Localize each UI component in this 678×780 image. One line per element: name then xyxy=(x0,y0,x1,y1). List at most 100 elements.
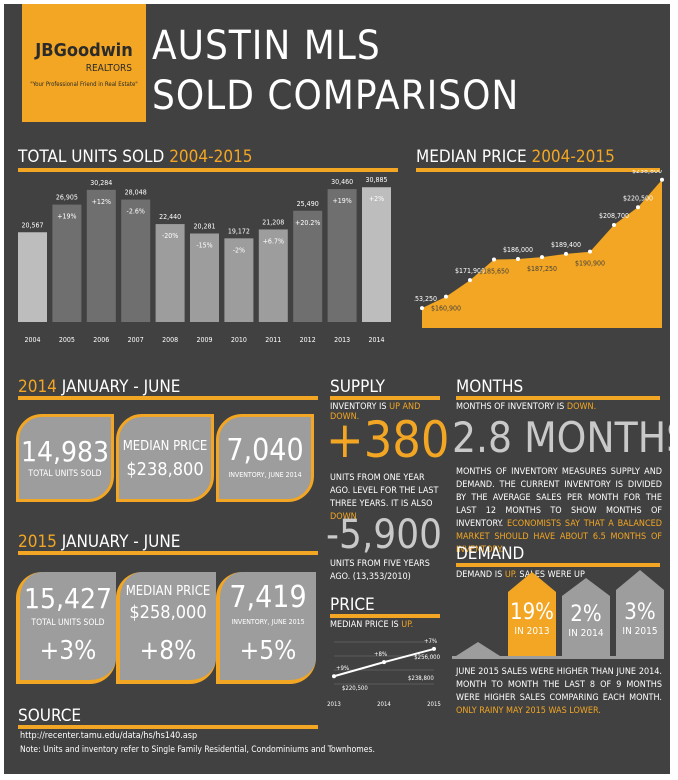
y2014-median-label: MEDIAN PRICE xyxy=(122,439,208,454)
price-subline: MEDIAN PRICE IS UP. xyxy=(330,620,414,630)
supply-text2: UNITS FROM FIVE YEARS AGO. (13,353/2010) xyxy=(330,559,430,582)
price-point-2014 xyxy=(382,660,386,665)
house-2015-shape xyxy=(616,570,664,656)
median-point-2004 xyxy=(420,306,424,311)
bar-2012 xyxy=(293,210,323,322)
bar-2009 xyxy=(190,233,219,322)
median-point-2007 xyxy=(492,257,496,262)
median-area-chart: $153,250 $160,900 $171,900$185,650 $186,000… xyxy=(414,170,664,328)
bar-value-label-2008: 22,440 xyxy=(159,213,181,221)
x-tick-2008: 2008 xyxy=(162,336,178,344)
source-underline xyxy=(18,725,318,729)
median-value-label-2007: $185,650 xyxy=(479,268,509,276)
median-point-2014 xyxy=(660,177,664,182)
x-tick-2012: 2012 xyxy=(300,336,316,344)
supply-big-up: +380 xyxy=(326,411,450,469)
house-2015-year: IN 2015 xyxy=(622,626,658,637)
y2014-median-value: $238,800 xyxy=(126,459,204,480)
price-change-label-2014: +8% xyxy=(374,651,387,658)
x-tick-2005: 2005 xyxy=(59,336,75,344)
median-section-title: MEDIAN PRICE 2004-2015 xyxy=(416,147,615,167)
x-tick-2006: 2006 xyxy=(93,336,109,344)
median-value-label-2012: $208,700 xyxy=(599,212,629,220)
demand-title: DEMAND xyxy=(456,544,525,564)
supply-title: SUPPLY xyxy=(330,377,385,397)
median-point-2011 xyxy=(588,249,592,254)
y2015-median-value: $258,000 xyxy=(129,602,207,623)
bar-value-label-2013: 30,460 xyxy=(331,178,353,186)
bar-change-label-2005: +19% xyxy=(57,213,76,221)
units-title-underline xyxy=(18,168,398,172)
price-change-label-2015: +7% xyxy=(424,638,437,645)
bar-value-label-2010: 19,172 xyxy=(228,227,250,235)
bar-value-label-2007: 28,048 xyxy=(125,189,147,197)
bar-value-label-2006: 30,284 xyxy=(90,179,112,187)
months-big-value: 2.8 MONTHS xyxy=(452,413,670,462)
bar-value-label-2011: 21,208 xyxy=(262,218,284,226)
y2014-inventory-label: INVENTORY, JUNE 2014 xyxy=(228,471,302,479)
bar-2010 xyxy=(224,238,254,322)
bar-2011 xyxy=(258,229,288,322)
house-2014-shape xyxy=(562,578,610,656)
bar-2006 xyxy=(86,189,116,322)
price-value-label-2013: $220,500 xyxy=(342,685,368,692)
bar-change-label-2009: -15% xyxy=(196,242,212,250)
price-x-tick-2015: 2015 xyxy=(427,701,441,708)
months-title: MONTHS xyxy=(456,377,524,397)
median-value-label-2008: $186,000 xyxy=(503,246,533,254)
demand-text: JUNE 2015 SALES WERE HIGHER THAN JUNE 20… xyxy=(456,667,662,716)
y2015-inventory-label: INVENTORY, JUNE 2015 xyxy=(231,618,305,626)
house-2015-pct: 3% xyxy=(624,600,656,625)
source-url[interactable]: http://recenter.tamu.edu/data/hs/hs140.a… xyxy=(20,731,198,741)
bar-value-label-2005: 26,905 xyxy=(56,194,78,202)
y2014-median-card: MEDIAN PRICE $238,800 xyxy=(116,414,214,502)
price-value-label-2015: $256,000 xyxy=(414,654,440,661)
y2014-units-card: 14,983 TOTAL UNITS SOLD xyxy=(16,414,114,502)
bar-value-label-2004: 20,567 xyxy=(21,221,43,229)
y2015-inventory-value: 7,419 xyxy=(229,580,307,615)
bar-change-label-2010: -2% xyxy=(233,246,245,254)
y2014-title: 2014 JANUARY - JUNE xyxy=(18,377,181,397)
supply-underline xyxy=(330,396,440,400)
bar-change-label-2014: +2% xyxy=(369,195,384,203)
median-value-label-2010: $189,400 xyxy=(551,241,581,249)
median-point-2005 xyxy=(444,294,448,299)
median-point-2006 xyxy=(468,278,472,283)
demand-baseline xyxy=(452,656,664,659)
median-value-label-2009: $187,250 xyxy=(527,265,557,273)
x-tick-2010: 2010 xyxy=(231,336,247,344)
y2015-title: 2015 JANUARY - JUNE xyxy=(18,532,181,552)
median-value-label-2004: $153,250 xyxy=(414,295,437,303)
y2014-inventory-card: 7,040 INVENTORY, JUNE 2014 xyxy=(216,414,314,502)
house-2013-shape xyxy=(508,572,556,656)
bar-2007 xyxy=(121,199,151,322)
price-value-label-2014: $238,800 xyxy=(408,675,434,682)
bar-change-label-2006: +12% xyxy=(92,198,111,206)
median-value-label-2014: $238,800 xyxy=(632,170,662,175)
bar-change-label-2013: +19% xyxy=(332,197,351,205)
y2014-units-value: 14,983 xyxy=(20,435,110,468)
price-point-2015 xyxy=(432,646,436,651)
median-point-2009 xyxy=(540,255,544,260)
y2014-inventory-value: 7,040 xyxy=(226,433,304,468)
x-tick-2011: 2011 xyxy=(265,336,281,344)
price-x-tick-2013: 2013 xyxy=(327,701,341,708)
demand-underline xyxy=(456,563,660,567)
median-value-label-2006: $171,900 xyxy=(455,267,485,275)
page-title-line1: AUSTIN MLS xyxy=(152,23,381,69)
price-title: PRICE xyxy=(330,595,375,615)
y2015-median-change: +8% xyxy=(139,636,197,666)
months-underline xyxy=(456,396,660,400)
median-title-underline xyxy=(416,168,660,172)
median-value-label-2011: $190,900 xyxy=(575,260,605,268)
bar-2013 xyxy=(327,189,357,322)
y2015-median-label: MEDIAN PRICE xyxy=(125,584,211,599)
median-point-2012 xyxy=(612,222,616,227)
median-point-2008 xyxy=(516,257,520,261)
months-text: MONTHS OF INVENTORY MEASURES SUPPLY AND … xyxy=(456,467,662,555)
source-title: SOURCE xyxy=(18,706,82,726)
bar-value-label-2012: 25,490 xyxy=(297,200,319,208)
median-value-label-2013: $220,500 xyxy=(623,194,653,202)
months-subline: MONTHS OF INVENTORY IS DOWN. xyxy=(456,402,597,412)
bar-2004 xyxy=(18,232,47,322)
